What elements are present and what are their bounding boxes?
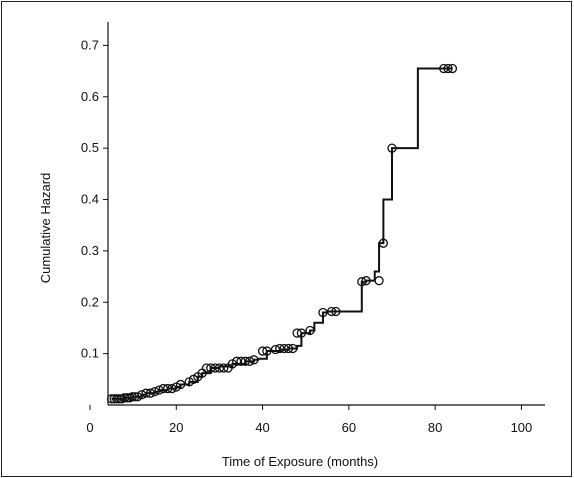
censor-point — [167, 383, 177, 394]
y-tick-label: 0.6 — [81, 89, 99, 104]
censor-point — [447, 63, 458, 74]
x-tick-label: 80 — [428, 420, 442, 435]
censor-point — [145, 388, 156, 398]
x-tick-label: 60 — [342, 420, 356, 435]
censor-point — [257, 346, 268, 356]
censor-point — [244, 356, 255, 366]
censor-point — [249, 355, 259, 365]
censor-point — [443, 63, 453, 74]
censor-point — [292, 328, 302, 338]
censor-point — [132, 392, 143, 402]
censor-point — [283, 343, 294, 354]
censor-point — [163, 383, 173, 394]
censor-point — [137, 390, 147, 400]
censor-point — [331, 306, 341, 317]
censor-point — [326, 306, 337, 317]
censor-point — [262, 346, 272, 356]
y-tick-label: 0.4 — [81, 192, 99, 207]
censor-point — [387, 143, 397, 153]
censor-point — [175, 379, 186, 390]
censor-point — [154, 385, 164, 395]
y-tick-label: 0.7 — [81, 37, 99, 52]
censor-point — [378, 238, 389, 248]
censor-point — [374, 276, 384, 286]
censor-point — [361, 276, 371, 286]
x-tick-label: 0 — [86, 420, 93, 435]
censor-point — [296, 328, 307, 338]
censor-point — [141, 388, 151, 398]
censor-point — [219, 363, 229, 373]
censor-point — [318, 307, 328, 318]
x-axis-label: Time of Exposure (months) — [222, 454, 378, 469]
censor-point — [240, 356, 250, 366]
x-tick-label: 20 — [169, 420, 183, 435]
plot-marks — [106, 63, 458, 404]
step-line — [111, 67, 453, 400]
axes: 0.1 0.2 0.3 0.4 0.5 0.6 0.7 0 20 40 60 80 100 — [81, 22, 545, 435]
y-tick-label: 0.1 — [81, 346, 99, 361]
censor-point — [127, 392, 137, 402]
censor-point — [288, 343, 298, 354]
x-tick-label: 100 — [511, 420, 533, 435]
y-tick-label: 0.2 — [81, 294, 99, 309]
censor-point — [270, 344, 281, 355]
x-tick-label: 40 — [255, 420, 269, 435]
censor-point — [357, 277, 367, 287]
y-tick-label: 0.5 — [81, 140, 99, 155]
y-axis-label: Cumulative Hazard — [38, 173, 53, 284]
censor-point — [150, 386, 160, 397]
y-tick-label: 0.3 — [81, 243, 99, 258]
censor-point — [305, 325, 315, 336]
